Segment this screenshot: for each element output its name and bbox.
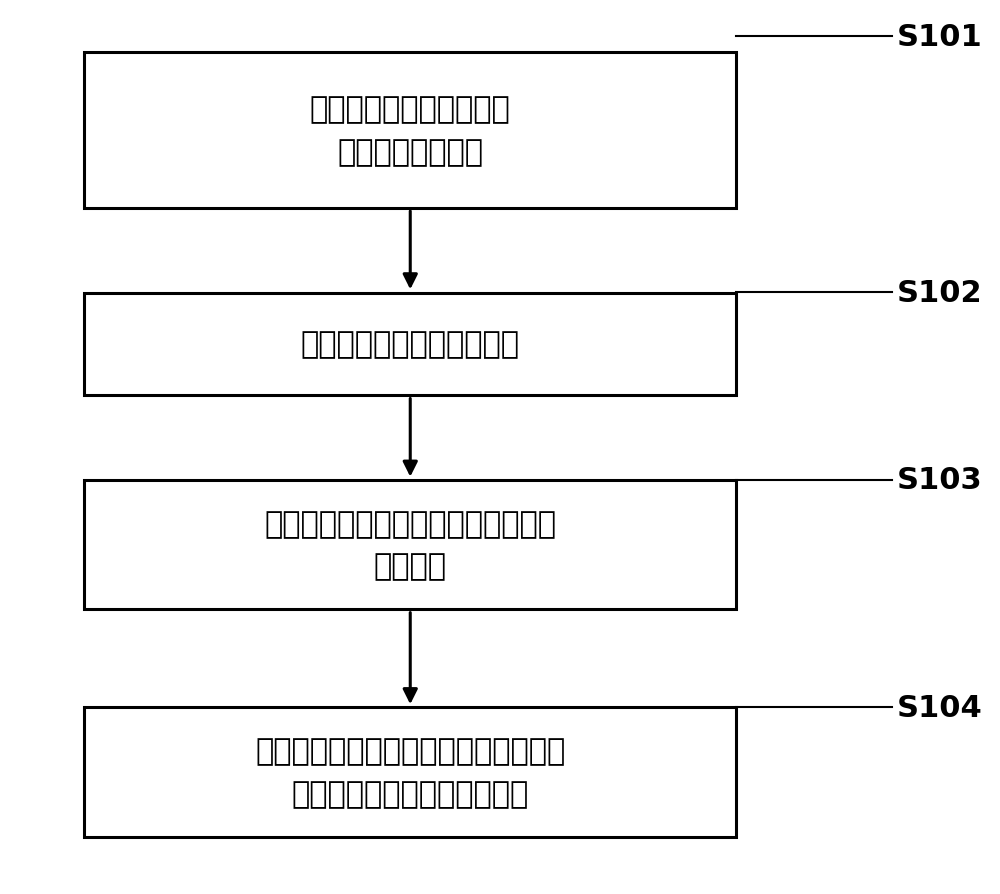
FancyBboxPatch shape <box>84 708 736 837</box>
Text: 执行回环优化，并从各个子图中选取
目标子图: 执行回环优化，并从各个子图中选取 目标子图 <box>264 510 556 581</box>
FancyBboxPatch shape <box>84 480 736 610</box>
Text: S103: S103 <box>897 466 983 494</box>
FancyBboxPatch shape <box>84 53 736 208</box>
Text: 在机器人的建图过程中，
依次生成各个子图: 在机器人的建图过程中， 依次生成各个子图 <box>310 95 511 166</box>
Text: S102: S102 <box>897 278 983 308</box>
Text: S104: S104 <box>897 693 983 721</box>
FancyBboxPatch shape <box>84 293 736 396</box>
Text: 根据各个子图构建全局地图: 根据各个子图构建全局地图 <box>301 330 520 359</box>
Text: S101: S101 <box>897 22 983 52</box>
Text: 根据所述目标子图对所述全局地图进行
更新，得到更新后的全局地图: 根据所述目标子图对所述全局地图进行 更新，得到更新后的全局地图 <box>255 737 565 808</box>
